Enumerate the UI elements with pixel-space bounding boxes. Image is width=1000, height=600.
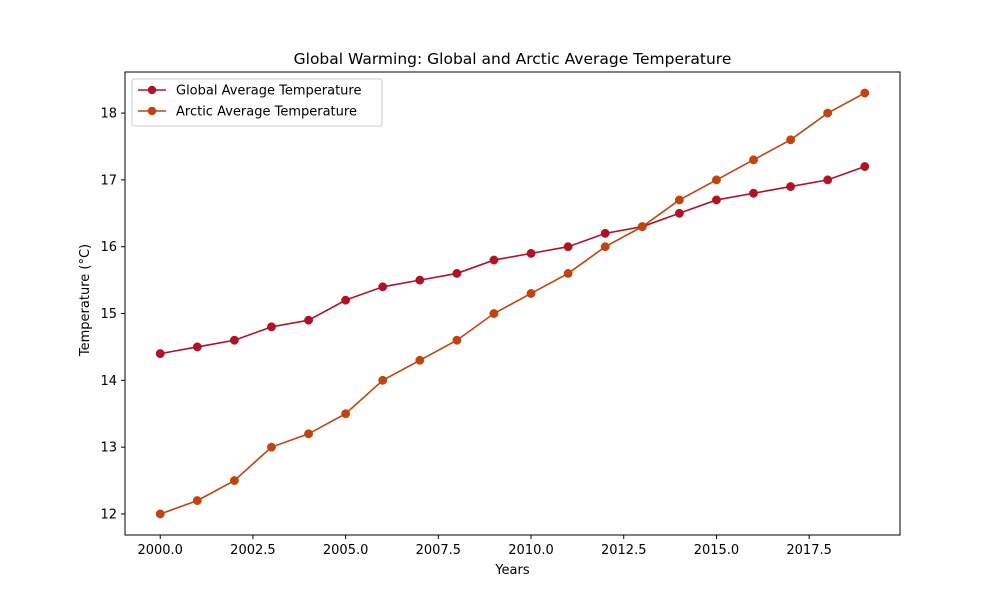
y-tick-label: 16	[100, 240, 117, 255]
x-tick-label: 2017.5	[786, 543, 832, 558]
data-point-arctic-average-temperature	[452, 335, 462, 345]
data-point-arctic-average-temperature	[415, 355, 425, 365]
data-point-global-average-temperature	[786, 182, 796, 192]
x-tick-label: 2000.0	[137, 543, 183, 558]
data-point-arctic-average-temperature	[341, 409, 351, 419]
legend-label-arctic-average-temperature: Arctic Average Temperature	[176, 105, 357, 120]
data-point-global-average-temperature	[860, 162, 870, 171]
data-point-arctic-average-temperature	[786, 135, 796, 145]
x-tick-label: 2002.5	[230, 543, 276, 558]
data-point-global-average-temperature	[674, 208, 684, 218]
data-point-arctic-average-temperature	[749, 155, 758, 165]
x-axis-title: Years	[494, 563, 530, 578]
legend-swatch-marker-arctic-average-temperature	[147, 106, 157, 116]
data-point-arctic-average-temperature	[229, 476, 239, 485]
data-point-global-average-temperature	[711, 195, 721, 205]
data-point-global-average-temperature	[155, 349, 165, 359]
y-tick-label: 13	[100, 441, 117, 456]
x-tick-label: 2010.0	[508, 543, 554, 558]
legend-box	[131, 78, 383, 127]
data-point-global-average-temperature	[192, 342, 202, 352]
data-point-arctic-average-temperature	[304, 429, 314, 439]
data-point-arctic-average-temperature	[192, 496, 202, 506]
data-point-global-average-temperature	[452, 268, 462, 278]
data-point-arctic-average-temperature	[563, 268, 573, 278]
data-point-global-average-temperature	[600, 228, 610, 238]
data-point-global-average-temperature	[823, 175, 833, 185]
data-point-arctic-average-temperature	[378, 375, 388, 385]
y-tick-label: 18	[100, 107, 117, 122]
data-point-arctic-average-temperature	[860, 88, 870, 98]
legend: Global Average Temperature Arctic Average…	[131, 78, 383, 127]
data-point-arctic-average-temperature	[155, 509, 165, 519]
plot-frame	[124, 71, 901, 536]
data-point-global-average-temperature	[341, 295, 351, 305]
data-point-global-average-temperature	[526, 248, 536, 258]
plot-area: 2000.0 2002.5 2005.0 2007.5 2010.0 2012.5 2015…	[100, 71, 901, 558]
y-tick-label: 15	[100, 307, 117, 322]
data-point-arctic-average-temperature	[526, 289, 536, 298]
x-tick-label: 2012.5	[601, 543, 647, 558]
series-line-arctic-average-temperature	[159, 92, 866, 515]
data-point-global-average-temperature	[415, 275, 425, 285]
x-tick-label: 2015.0	[694, 543, 740, 558]
data-point-arctic-average-temperature	[489, 309, 499, 318]
data-point-arctic-average-temperature	[600, 242, 610, 252]
data-point-global-average-temperature	[489, 255, 499, 265]
y-axis-title: Temperature (°C)	[78, 244, 93, 357]
y-tick-label: 17	[100, 173, 117, 188]
data-point-global-average-temperature	[563, 242, 573, 252]
data-point-global-average-temperature	[749, 188, 758, 198]
data-point-global-average-temperature	[229, 335, 239, 345]
data-point-arctic-average-temperature	[637, 222, 647, 232]
data-point-arctic-average-temperature	[711, 175, 721, 185]
x-tick-label: 2005.0	[323, 543, 369, 558]
y-tick-label: 12	[100, 507, 117, 522]
data-point-arctic-average-temperature	[267, 442, 276, 452]
data-point-global-average-temperature	[267, 322, 276, 332]
data-point-arctic-average-temperature	[674, 195, 684, 205]
x-tick-label: 2007.5	[416, 543, 462, 558]
legend-label-global-average-temperature: Global Average Temperature	[176, 84, 361, 99]
series-line-global-average-temperature	[160, 165, 866, 355]
legend-swatch-marker-global-average-temperature	[147, 85, 157, 95]
y-tick-label: 14	[100, 374, 117, 389]
data-point-arctic-average-temperature	[823, 108, 833, 118]
data-point-global-average-temperature	[378, 282, 388, 292]
data-point-global-average-temperature	[304, 315, 314, 325]
chart-title: Global Warming: Global and Arctic Averag…	[294, 50, 732, 68]
